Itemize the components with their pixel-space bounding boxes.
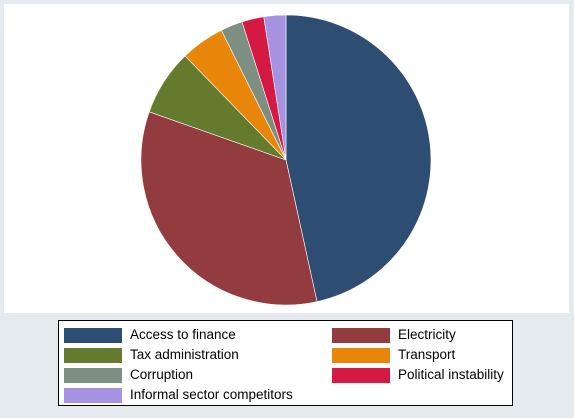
legend: Access to finance Electricity Tax administ… [58, 320, 513, 406]
legend-swatch-corruption [64, 367, 122, 383]
legend-label-corruption: Corruption [130, 367, 194, 383]
legend-label-informal-sector-competitors: Informal sector competitors [130, 387, 293, 403]
legend-item-tax-administration: Tax administration [64, 345, 332, 365]
legend-swatch-access-to-finance [64, 327, 122, 343]
legend-grid: Access to finance Electricity Tax administ… [59, 321, 512, 405]
pie-slice-electricity [140, 111, 318, 306]
pie-chart [140, 14, 432, 306]
legend-swatch-electricity [332, 327, 390, 343]
legend-item-electricity: Electricity [332, 325, 512, 345]
legend-label-electricity: Electricity [398, 327, 456, 343]
legend-swatch-transport [332, 347, 390, 363]
legend-item-corruption: Corruption [64, 365, 332, 385]
pie-slice-access-to-finance [285, 14, 432, 302]
legend-label-access-to-finance: Access to finance [130, 327, 236, 343]
legend-swatch-political-instability [332, 367, 390, 383]
legend-item-political-instability: Political instability [332, 365, 512, 385]
legend-swatch-informal-sector-competitors [64, 387, 122, 403]
pie-slice-informal-sector-competitors [263, 14, 287, 161]
legend-item-access-to-finance: Access to finance [64, 325, 332, 345]
legend-item-informal-sector-competitors: Informal sector competitors [64, 385, 332, 405]
legend-label-tax-administration: Tax administration [130, 347, 239, 363]
legend-label-transport: Transport [398, 347, 456, 363]
legend-swatch-tax-administration [64, 347, 122, 363]
legend-label-political-instability: Political instability [398, 367, 504, 383]
legend-item-transport: Transport [332, 345, 512, 365]
